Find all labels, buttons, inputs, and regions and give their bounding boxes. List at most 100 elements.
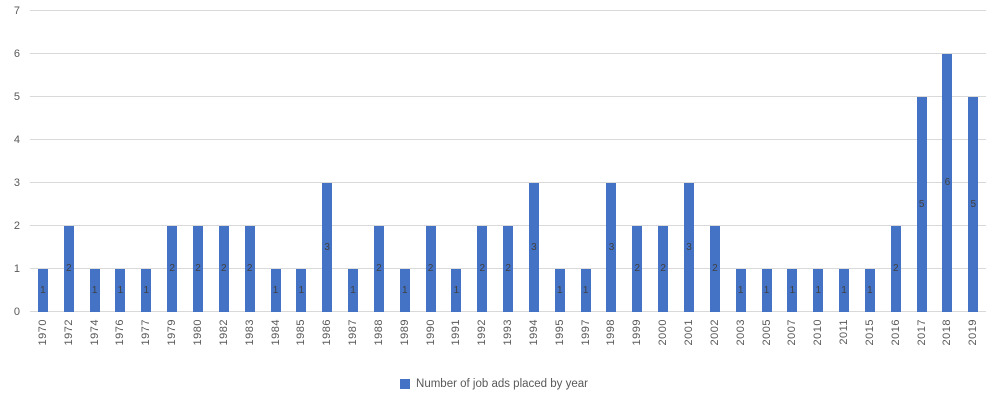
x-axis-tick: 2001 xyxy=(676,312,702,345)
data-label: 2 xyxy=(712,263,718,274)
gridline xyxy=(30,182,986,183)
legend-swatch-icon xyxy=(400,379,411,389)
x-axis-tick: 1977 xyxy=(133,312,159,345)
data-label: 1 xyxy=(867,284,873,296)
x-axis-tick-label: 1997 xyxy=(579,319,592,346)
data-label: 1 xyxy=(582,284,589,296)
x-axis-tick-label: 1985 xyxy=(295,319,308,346)
x-axis-tick: 1984 xyxy=(263,312,289,345)
bar-1972: 2 xyxy=(63,226,74,312)
bar-slot: 2 1979 xyxy=(159,11,185,345)
data-label: 3 xyxy=(531,241,537,253)
data-label: 1 xyxy=(815,284,822,296)
x-axis-tick: 2018 xyxy=(935,312,961,345)
y-axis-tick-label: 7 xyxy=(13,5,20,17)
bar-slot: 2 1992 xyxy=(469,11,495,345)
x-axis-tick: 1983 xyxy=(237,312,263,345)
bar-slot: 1 1977 xyxy=(133,11,159,345)
y-axis-tick-label: 3 xyxy=(13,177,20,189)
bar-slot: 2 1982 xyxy=(211,11,237,345)
x-axis-tick-label: 1994 xyxy=(527,319,540,346)
data-label: 2 xyxy=(376,263,382,274)
bar-slot: 3 1994 xyxy=(521,11,547,345)
bar-slot: 1 1976 xyxy=(108,11,134,345)
legend-label: Number of job ads placed by year xyxy=(416,378,588,390)
data-label: 1 xyxy=(401,284,408,296)
plot-area: 1 1970 2 1972 1 1974 1 1976 1 1977 2 1979 2 1980 2 1982… xyxy=(30,10,986,345)
y-axis-tick-label: 6 xyxy=(13,48,20,60)
gridline xyxy=(30,139,986,140)
gridline xyxy=(30,10,986,11)
x-axis-tick-label: 1990 xyxy=(424,319,437,346)
bar-slot: 3 2001 xyxy=(676,11,702,345)
bar-slot: 1 1970 xyxy=(30,11,56,345)
data-label: 2 xyxy=(892,263,899,274)
x-axis-tick: 1987 xyxy=(340,312,366,345)
bar-2019: 5 xyxy=(968,97,979,312)
x-axis-tick-label: 1972 xyxy=(62,319,75,346)
bar-slot: 1 2011 xyxy=(831,11,857,345)
x-axis-tick-label: 1986 xyxy=(321,319,334,346)
data-label: 2 xyxy=(634,263,641,274)
bar-2018: 6 xyxy=(942,54,953,312)
bar-slot: 2 2000 xyxy=(650,11,676,345)
x-axis-tick: 1976 xyxy=(108,312,134,345)
bar-1987: 1 xyxy=(348,269,359,312)
x-axis-tick-label: 1980 xyxy=(191,319,204,346)
bar-slot: 1 1984 xyxy=(263,11,289,345)
x-axis-tick: 1980 xyxy=(185,312,211,345)
x-axis-tick-label: 1993 xyxy=(502,319,515,346)
bar-2015: 1 xyxy=(864,269,875,312)
bar-1994: 3 xyxy=(528,183,539,312)
legend: Number of job ads placed by year xyxy=(0,378,988,390)
bar-slot: 1 1974 xyxy=(82,11,108,345)
x-axis-tick-label: 1976 xyxy=(114,319,127,346)
x-axis-tick-label: 1992 xyxy=(476,319,489,346)
bar-1995: 1 xyxy=(554,269,565,312)
x-axis-tick-label: 1977 xyxy=(140,319,153,346)
bar-slot: 2 2002 xyxy=(702,11,728,345)
bar-slot: 1 2010 xyxy=(805,11,831,345)
data-label: 1 xyxy=(841,284,847,296)
x-axis-tick-label: 1970 xyxy=(36,319,49,346)
data-label: 3 xyxy=(686,241,692,253)
x-axis-tick: 1970 xyxy=(30,312,56,345)
bar-slot: 2 1980 xyxy=(185,11,211,345)
bar-1977: 1 xyxy=(141,269,152,312)
data-label: 3 xyxy=(324,241,330,253)
x-axis-tick: 1995 xyxy=(547,312,573,345)
bar-2007: 1 xyxy=(787,269,798,312)
bar-1986: 3 xyxy=(322,183,333,312)
gridline xyxy=(30,96,986,97)
x-axis-tick: 2000 xyxy=(650,312,676,345)
x-axis-tick: 1997 xyxy=(573,312,599,345)
y-axis-tick-label: 5 xyxy=(13,91,20,103)
bar-1997: 1 xyxy=(580,269,591,312)
data-label: 1 xyxy=(789,284,796,296)
data-label: 5 xyxy=(918,198,925,210)
bar-1989: 1 xyxy=(399,269,410,312)
bar-1998: 3 xyxy=(606,183,617,312)
x-axis-tick-label: 2002 xyxy=(708,319,721,346)
y-axis-tick-label: 4 xyxy=(13,134,20,146)
x-axis-tick-label: 1999 xyxy=(631,319,644,346)
bar-slot: 1 2003 xyxy=(728,11,754,345)
bar-2011: 1 xyxy=(839,269,850,312)
x-axis-tick: 1989 xyxy=(392,312,418,345)
bar-1984: 1 xyxy=(270,269,281,312)
x-axis-tick: 1979 xyxy=(159,312,185,345)
bar-1970: 1 xyxy=(37,269,48,312)
data-label: 1 xyxy=(40,284,46,296)
bar-1980: 2 xyxy=(192,226,203,312)
x-axis-tick: 2016 xyxy=(883,312,909,345)
bar-slot: 1 2007 xyxy=(779,11,805,345)
x-axis-tick-label: 2003 xyxy=(734,319,747,346)
bar-slot: 2 1999 xyxy=(624,11,650,345)
data-label: 2 xyxy=(246,263,253,274)
x-axis-tick-label: 2018 xyxy=(941,319,954,346)
data-label: 1 xyxy=(453,284,460,296)
x-axis-tick-label: 1991 xyxy=(450,319,463,346)
bar-1974: 1 xyxy=(89,269,100,312)
data-label: 1 xyxy=(350,284,356,296)
